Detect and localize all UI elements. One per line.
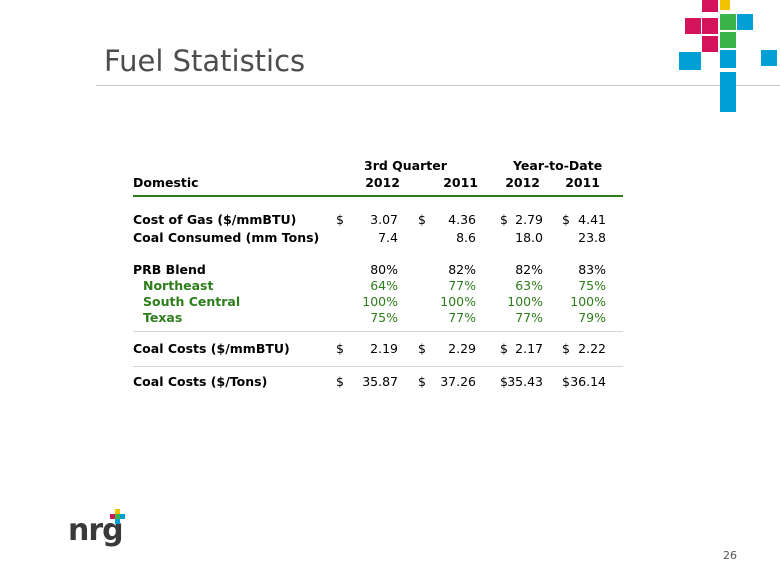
currency-symbol: $ (336, 212, 344, 227)
row-value: 18.0 (515, 230, 543, 245)
row-value: 2.19 (370, 341, 398, 356)
row-value: 100% (362, 294, 398, 309)
logo-mark-icon (110, 509, 125, 524)
row-divider (133, 366, 623, 367)
nrg-logo: nrg (68, 509, 125, 548)
year-header-ytd-2011: 2011 (565, 175, 600, 190)
group-header-3rd-quarter: 3rd Quarter (364, 158, 447, 173)
group-header-ytd: Year-to-Date (513, 158, 603, 173)
row-value: 82% (515, 262, 543, 277)
row-label: Coal Costs ($/Tons) (133, 374, 268, 389)
row-value: 77% (448, 278, 476, 293)
row-value: 83% (578, 262, 606, 277)
row-value: 23.8 (578, 230, 606, 245)
row-label: PRB Blend (133, 262, 206, 277)
row-label: South Central (143, 294, 241, 309)
row-value: 75% (370, 310, 398, 325)
currency-symbol: $ (418, 341, 426, 356)
row-value: 77% (448, 310, 476, 325)
row-value: 4.41 (578, 212, 606, 227)
row-value: 100% (570, 294, 606, 309)
year-header-q3-2012: 2012 (365, 175, 400, 190)
row-value: 75% (578, 278, 606, 293)
currency-symbol: $ (562, 212, 570, 227)
row-value: 100% (440, 294, 476, 309)
row-value: 37.26 (440, 374, 476, 389)
currency-symbol: $ (336, 374, 344, 389)
currency-symbol: $ (500, 374, 508, 389)
brand-mosaic-icon (665, 0, 780, 115)
row-value: 79% (578, 310, 606, 325)
row-value: 7.4 (378, 230, 398, 245)
page-title: Fuel Statistics (104, 44, 306, 78)
section-label-domestic: Domestic (133, 175, 199, 190)
currency-symbol: $ (500, 212, 508, 227)
row-value: 2.17 (515, 341, 543, 356)
row-label: Coal Costs ($/mmBTU) (133, 341, 290, 356)
row-label: Coal Consumed (mm Tons) (133, 230, 320, 245)
year-header-q3-2011: 2011 (443, 175, 478, 190)
currency-symbol: $ (336, 341, 344, 356)
row-value: 82% (448, 262, 476, 277)
row-value: 8.6 (456, 230, 476, 245)
row-value: 2.22 (578, 341, 606, 356)
header-rule (133, 195, 623, 197)
row-divider (133, 331, 623, 332)
currency-symbol: $ (562, 374, 570, 389)
row-value: 35.43 (507, 374, 543, 389)
row-value: 4.36 (448, 212, 476, 227)
page-number: 26 (723, 549, 737, 562)
currency-symbol: $ (418, 374, 426, 389)
row-label: Cost of Gas ($/mmBTU) (133, 212, 297, 227)
row-value: 3.07 (370, 212, 398, 227)
title-divider (96, 85, 780, 86)
row-value: 77% (515, 310, 543, 325)
row-value: 64% (370, 278, 398, 293)
row-value: 63% (515, 278, 543, 293)
row-value: 36.14 (570, 374, 606, 389)
row-value: 2.79 (515, 212, 543, 227)
currency-symbol: $ (562, 341, 570, 356)
currency-symbol: $ (418, 212, 426, 227)
row-value: 35.87 (362, 374, 398, 389)
row-label: Northeast (143, 278, 214, 293)
row-value: 2.29 (448, 341, 476, 356)
row-value: 100% (507, 294, 543, 309)
currency-symbol: $ (500, 341, 508, 356)
year-header-ytd-2012: 2012 (505, 175, 540, 190)
row-label: Texas (143, 310, 183, 325)
row-value: 80% (370, 262, 398, 277)
